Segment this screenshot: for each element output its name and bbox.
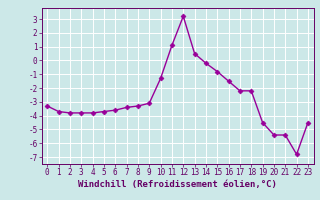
X-axis label: Windchill (Refroidissement éolien,°C): Windchill (Refroidissement éolien,°C) [78, 180, 277, 189]
